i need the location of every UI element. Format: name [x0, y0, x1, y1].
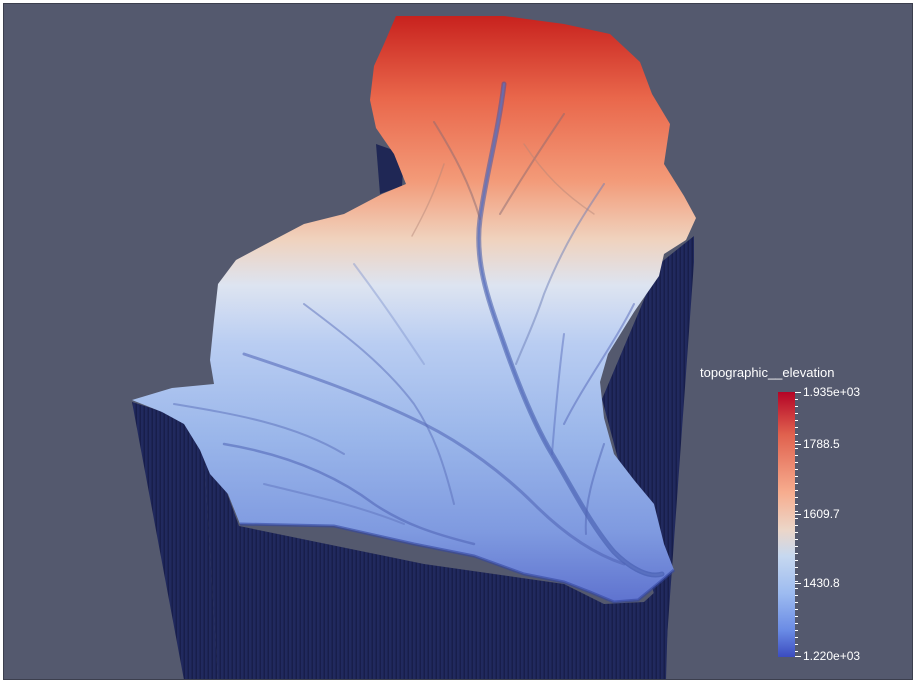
drainage-network — [173, 81, 665, 578]
terrain-wall-left — [132, 402, 218, 679]
terrain-surface[interactable] — [4, 4, 913, 680]
render-viewport[interactable]: topographic__elevation 1.935e+03 1788.5 … — [3, 3, 913, 680]
terrain-wall-bottom — [202, 424, 669, 679]
surface-rim — [239, 522, 675, 604]
